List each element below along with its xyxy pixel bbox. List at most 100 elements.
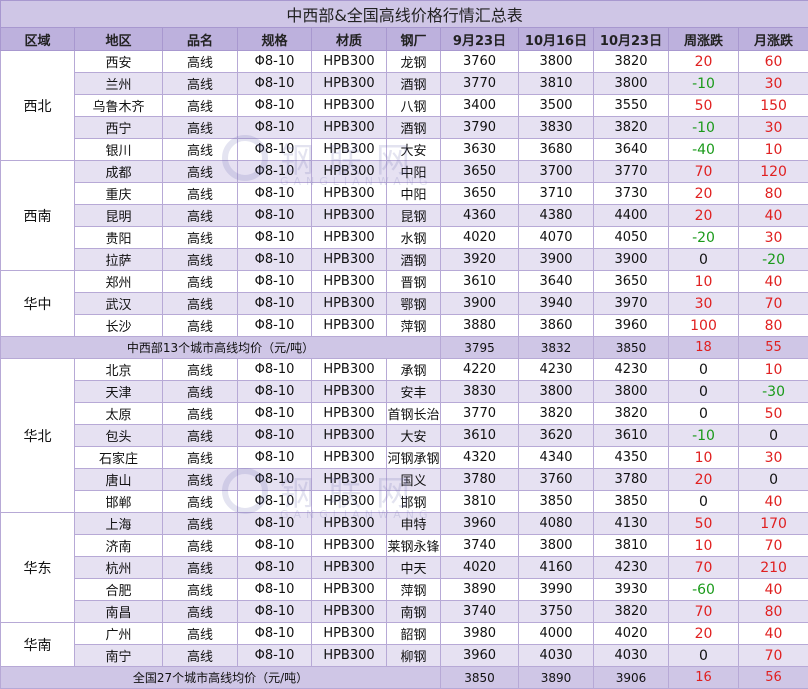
monthly-change-cell: 40 — [739, 579, 808, 601]
monthly-change-cell: 150 — [739, 95, 808, 117]
price-sep23-cell: 3780 — [441, 469, 519, 491]
price-oct23-cell: 3850 — [594, 491, 669, 513]
city-cell: 拉萨 — [75, 249, 163, 271]
mill-cell: 龙钢 — [387, 51, 441, 73]
city-cell: 北京 — [75, 359, 163, 381]
mill-cell: 柳钢 — [387, 645, 441, 667]
product-cell: 高线 — [163, 447, 238, 469]
monthly-change-cell: 40 — [739, 271, 808, 293]
city-cell: 南宁 — [75, 645, 163, 667]
city-cell: 合肥 — [75, 579, 163, 601]
mill-cell: 南钢 — [387, 601, 441, 623]
price-oct23-cell: 3900 — [594, 249, 669, 271]
price-oct16-cell: 4380 — [519, 205, 594, 227]
monthly-change-cell: 30 — [739, 73, 808, 95]
monthly-change-cell: 70 — [739, 293, 808, 315]
city-cell: 重庆 — [75, 183, 163, 205]
weekly-change-cell: 50 — [669, 95, 739, 117]
mill-cell: 中阳 — [387, 183, 441, 205]
spec-cell: Φ8-10 — [238, 139, 312, 161]
city-cell: 西安 — [75, 51, 163, 73]
product-cell: 高线 — [163, 183, 238, 205]
mill-cell: 承钢 — [387, 359, 441, 381]
product-cell: 高线 — [163, 293, 238, 315]
city-cell: 乌鲁木齐 — [75, 95, 163, 117]
average-monthly-change: 55 — [739, 337, 808, 359]
price-oct16-cell: 3800 — [519, 535, 594, 557]
mill-cell: 萍钢 — [387, 315, 441, 337]
mill-cell: 萍钢 — [387, 579, 441, 601]
price-sep23-cell: 3810 — [441, 491, 519, 513]
product-cell: 高线 — [163, 117, 238, 139]
spec-cell: Φ8-10 — [238, 535, 312, 557]
price-oct16-cell: 4160 — [519, 557, 594, 579]
mill-cell: 酒钢 — [387, 73, 441, 95]
price-oct23-cell: 3820 — [594, 403, 669, 425]
price-oct16-cell: 3710 — [519, 183, 594, 205]
price-sep23-cell: 3920 — [441, 249, 519, 271]
product-cell: 高线 — [163, 381, 238, 403]
weekly-change-cell: 0 — [669, 645, 739, 667]
weekly-change-cell: 10 — [669, 447, 739, 469]
price-oct23-cell: 3960 — [594, 315, 669, 337]
material-cell: HPB300 — [312, 95, 387, 117]
price-sep23-cell: 3960 — [441, 513, 519, 535]
material-cell: HPB300 — [312, 161, 387, 183]
spec-cell: Φ8-10 — [238, 447, 312, 469]
product-cell: 高线 — [163, 139, 238, 161]
mill-cell: 晋钢 — [387, 271, 441, 293]
header-price-oct23: 10月23日 — [594, 28, 669, 51]
header-weekly-change: 周涨跌 — [669, 28, 739, 51]
product-cell: 高线 — [163, 403, 238, 425]
material-cell: HPB300 — [312, 227, 387, 249]
product-cell: 高线 — [163, 249, 238, 271]
weekly-change-cell: 0 — [669, 403, 739, 425]
price-oct23-cell: 4050 — [594, 227, 669, 249]
price-oct16-cell: 4000 — [519, 623, 594, 645]
mill-cell: 河钢承钢 — [387, 447, 441, 469]
monthly-change-cell: 120 — [739, 161, 808, 183]
price-oct23-cell: 3650 — [594, 271, 669, 293]
weekly-change-cell: 10 — [669, 535, 739, 557]
spec-cell: Φ8-10 — [238, 271, 312, 293]
average-label: 全国27个城市高线均价（元/吨） — [1, 667, 441, 689]
material-cell: HPB300 — [312, 403, 387, 425]
weekly-change-cell: 70 — [669, 557, 739, 579]
price-oct23-cell: 3780 — [594, 469, 669, 491]
weekly-change-cell: -60 — [669, 579, 739, 601]
average-price-sep23: 3795 — [441, 337, 519, 359]
price-sep23-cell: 3770 — [441, 73, 519, 95]
city-cell: 郑州 — [75, 271, 163, 293]
average-price-oct16: 3890 — [519, 667, 594, 689]
price-oct23-cell: 4030 — [594, 645, 669, 667]
city-cell: 上海 — [75, 513, 163, 535]
city-cell: 武汉 — [75, 293, 163, 315]
weekly-change-cell: 20 — [669, 183, 739, 205]
monthly-change-cell: 170 — [739, 513, 808, 535]
material-cell: HPB300 — [312, 557, 387, 579]
price-oct16-cell: 3620 — [519, 425, 594, 447]
price-sep23-cell: 3610 — [441, 271, 519, 293]
header-price-sep23: 9月23日 — [441, 28, 519, 51]
spec-cell: Φ8-10 — [238, 183, 312, 205]
mill-cell: 大安 — [387, 425, 441, 447]
monthly-change-cell: 40 — [739, 205, 808, 227]
product-cell: 高线 — [163, 359, 238, 381]
price-oct16-cell: 4080 — [519, 513, 594, 535]
city-cell: 邯郸 — [75, 491, 163, 513]
price-sep23-cell: 3760 — [441, 51, 519, 73]
mill-cell: 国义 — [387, 469, 441, 491]
product-cell: 高线 — [163, 205, 238, 227]
price-sep23-cell: 3400 — [441, 95, 519, 117]
price-sep23-cell: 3790 — [441, 117, 519, 139]
weekly-change-cell: -10 — [669, 425, 739, 447]
spec-cell: Φ8-10 — [238, 469, 312, 491]
price-oct16-cell: 3500 — [519, 95, 594, 117]
mill-cell: 大安 — [387, 139, 441, 161]
